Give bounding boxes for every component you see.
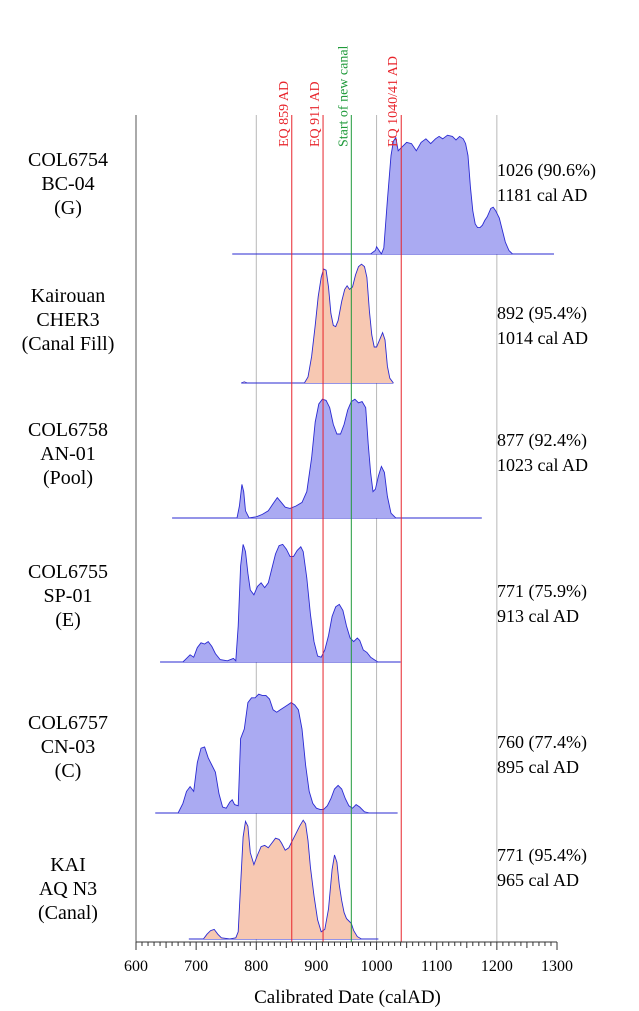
range-label-line: 913 cal AD — [497, 606, 579, 626]
range-label-line: 771 (75.9%) — [497, 581, 587, 601]
distribution-series — [155, 134, 554, 940]
series-outline-1 — [370, 134, 513, 255]
sample-label-line: (G) — [54, 197, 82, 219]
sample-label-line: KAI — [50, 854, 86, 876]
sample-label-line: SP-01 — [43, 585, 93, 607]
sample-label-5: COL6757 CN-03 (C) — [8, 711, 128, 783]
range-label-line: 895 cal AD — [497, 757, 579, 777]
x-tick-label: 1100 — [421, 958, 452, 975]
sample-label-line: CN-03 — [40, 736, 96, 758]
sample-label-line: COL6754 — [28, 149, 108, 171]
range-label-2: 892 (95.4%) 1014 cal AD — [497, 301, 637, 351]
sample-label-1: COL6754 BC-04 (G) — [8, 148, 128, 220]
event-label-4: EQ 1040/41 AD — [386, 56, 401, 147]
series-area-5 — [178, 694, 370, 813]
series-outline-4 — [182, 543, 379, 663]
range-label-4: 771 (75.9%) 913 cal AD — [497, 579, 637, 629]
x-tick-label: 1300 — [541, 958, 573, 975]
range-label-3: 877 (92.4%) 1023 cal AD — [497, 428, 637, 478]
x-axis: 600 700 800 900 1000 1100 1200 1300 — [124, 941, 573, 975]
event-label-1: EQ 859 AD — [277, 81, 292, 147]
range-label-6: 771 (95.4%) 965 cal AD — [497, 843, 637, 893]
series-outline-3 — [236, 398, 397, 519]
range-label-line: 965 cal AD — [497, 870, 579, 890]
range-label-1: 1026 (90.6%) 1181 cal AD — [497, 158, 637, 208]
x-tick-label: 1200 — [481, 958, 513, 975]
sample-label-2: Kairouan CHER3 (Canal Fill) — [8, 284, 128, 356]
sample-label-line: AN-01 — [40, 443, 96, 465]
event-label-3: Start of new canal — [336, 45, 351, 147]
range-label-line: 1181 cal AD — [497, 185, 588, 205]
sample-label-4: COL6755 SP-01 (E) — [8, 560, 128, 632]
range-label-line: 877 (92.4%) — [497, 430, 587, 450]
event-lines: EQ 859 AD EQ 911 AD Start of new canal EQ 1… — [277, 45, 402, 942]
event-label-2: EQ 911 AD — [308, 81, 323, 147]
sample-label-line: (Pool) — [43, 467, 93, 489]
x-tick-label: 700 — [184, 958, 208, 975]
sample-label-line: COL6757 — [28, 712, 108, 734]
range-label-line: 892 (95.4%) — [497, 303, 587, 323]
series-outline-6 — [188, 819, 362, 940]
sample-label-line: AQ N3 — [38, 878, 98, 900]
series-outline-5 — [177, 693, 370, 814]
sample-label-line: COL6755 — [28, 561, 108, 583]
x-tick-label: 800 — [244, 958, 268, 975]
sample-label-line: CHER3 — [36, 309, 100, 331]
series-outline-2 — [241, 263, 394, 384]
range-label-line: 1026 (90.6%) — [497, 160, 596, 180]
sample-label-3: COL6758 AN-01 (Pool) — [8, 418, 128, 490]
series-area-2 — [241, 264, 394, 383]
sample-label-6: KAI AQ N3 (Canal) — [8, 853, 128, 925]
series-area-1 — [370, 135, 513, 254]
x-tick-label: 900 — [304, 958, 328, 975]
range-label-line: 760 (77.4%) — [497, 732, 587, 752]
x-tick-label: 600 — [124, 958, 148, 975]
sample-label-line: (E) — [55, 609, 81, 631]
series-area-4 — [182, 544, 378, 662]
x-tick-label: 1000 — [361, 958, 393, 975]
series-area-6 — [188, 820, 362, 939]
sample-label-line: (C) — [54, 760, 82, 782]
range-label-line: 771 (95.4%) — [497, 845, 587, 865]
sample-label-line: Kairouan — [30, 285, 106, 307]
range-label-line: 1023 cal AD — [497, 455, 588, 475]
range-label-line: 1014 cal AD — [497, 328, 588, 348]
sample-label-line: BC-04 — [41, 173, 95, 195]
range-label-5: 760 (77.4%) 895 cal AD — [497, 730, 637, 780]
series-area-3 — [237, 399, 396, 518]
sample-label-line: (Canal Fill) — [21, 333, 115, 355]
sample-label-line: (Canal) — [38, 902, 98, 924]
sample-label-line: COL6758 — [28, 419, 108, 441]
x-axis-title: Calibrated Date (calAD) — [254, 987, 441, 1008]
